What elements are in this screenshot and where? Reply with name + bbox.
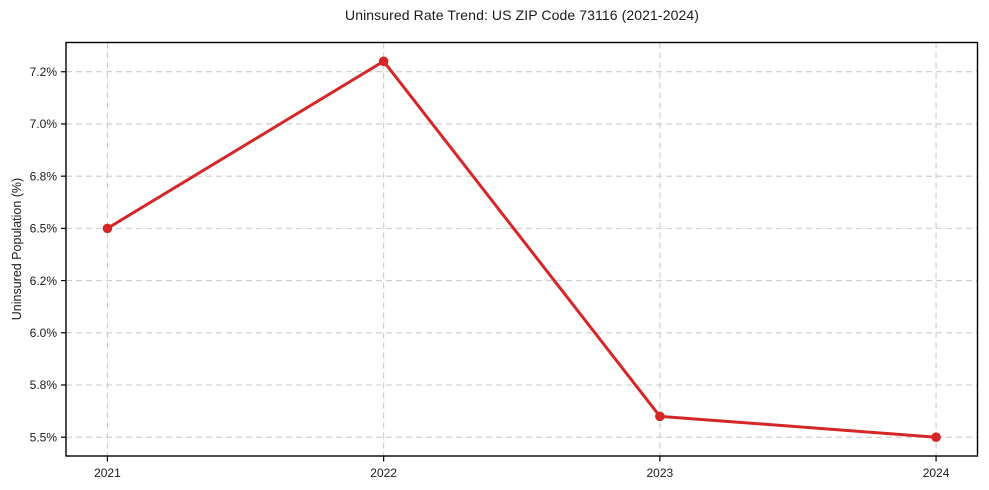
data-point xyxy=(378,56,389,67)
data-point xyxy=(102,223,113,234)
trend-line xyxy=(105,59,938,439)
x-tick-label: 2023 xyxy=(647,466,674,480)
data-point xyxy=(931,432,941,443)
y-tick-label: 6.8% xyxy=(30,169,58,183)
y-tick-label: 7.0% xyxy=(30,117,58,131)
y-tick-label: 6.5% xyxy=(30,222,58,236)
y-tick-label: 6.2% xyxy=(30,274,58,288)
y-tick-label: 6.0% xyxy=(30,326,58,340)
y-tick-label: 5.5% xyxy=(30,430,58,444)
x-tick-label: 2022 xyxy=(370,466,397,480)
chart-title: Uninsured Rate Trend: US ZIP Code 73116 … xyxy=(344,7,699,23)
x-tick-label: 2021 xyxy=(94,466,121,480)
y-tick-label: 5.8% xyxy=(30,378,58,392)
x-tick-label: 2024 xyxy=(923,466,950,480)
y-tick-label: 7.2% xyxy=(30,65,58,79)
axes-spines xyxy=(65,41,979,457)
data-point xyxy=(655,411,665,422)
